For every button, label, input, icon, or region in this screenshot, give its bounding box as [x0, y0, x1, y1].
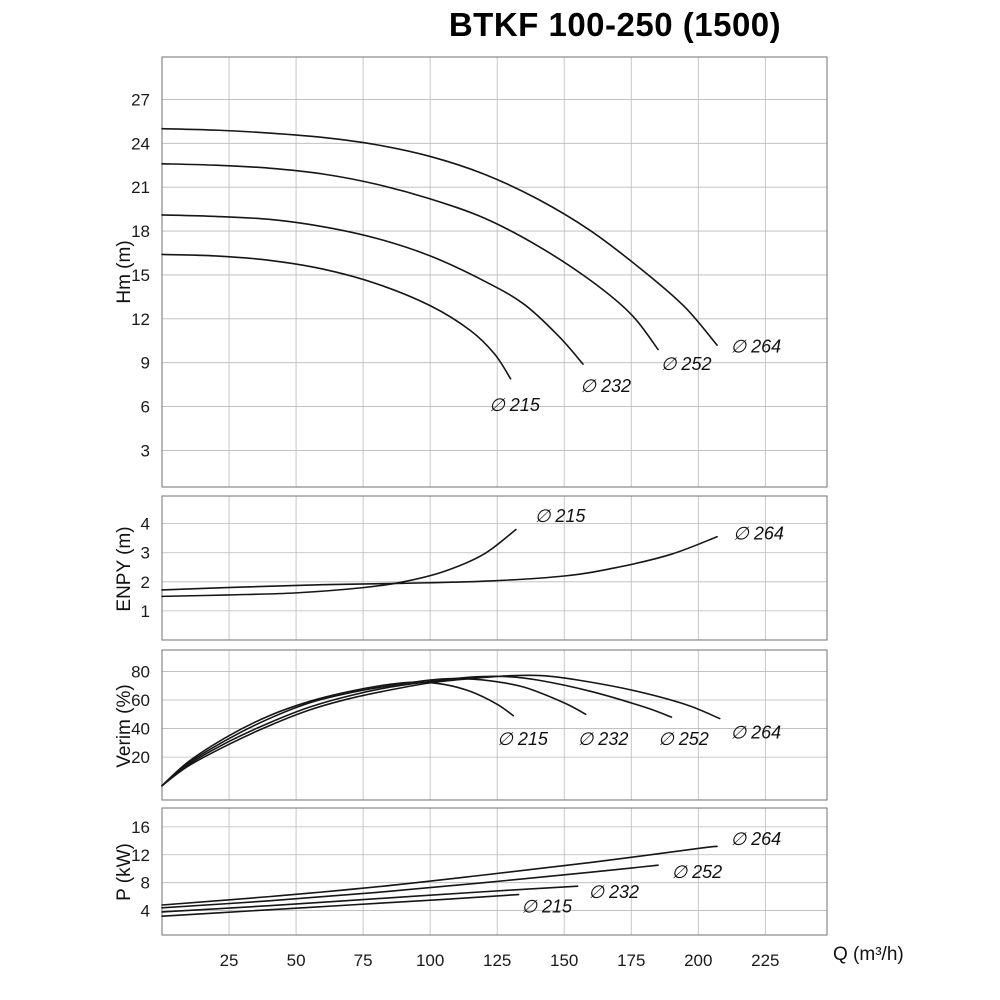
y-tick-label: 27: [131, 90, 150, 109]
curve-∅264: [161, 535, 718, 591]
y-tick-label: 15: [131, 266, 150, 285]
y-tick-label: 40: [131, 720, 150, 739]
series-label: ∅ 215: [535, 506, 587, 526]
y-tick-label: 1: [141, 602, 150, 621]
y-tick-label: 12: [131, 846, 150, 865]
series-label: ∅ 215: [497, 729, 549, 749]
curve-∅232: [161, 885, 579, 913]
y-tick-label: 21: [131, 178, 150, 197]
series-label: ∅ 252: [661, 354, 712, 374]
y-tick-label: 4: [141, 515, 150, 534]
x-tick-label: 75: [354, 951, 373, 970]
x-tick-label: 200: [684, 951, 712, 970]
y-tick-label: 20: [131, 748, 150, 767]
curve-∅252: [161, 864, 659, 909]
curve-∅215: [161, 528, 517, 598]
series-label: ∅ 232: [580, 376, 631, 396]
series-label: ∅ 252: [658, 729, 709, 749]
series-label: ∅ 215: [521, 896, 573, 916]
y-tick-label: 3: [141, 544, 150, 563]
y-tick-label: 24: [131, 134, 150, 153]
x-tick-label: 175: [617, 951, 645, 970]
y-tick-label: 4: [141, 902, 150, 921]
x-tick-label: 225: [751, 951, 779, 970]
series-label: ∅ 264: [730, 723, 781, 743]
series-label: ∅ 264: [730, 336, 781, 356]
y-tick-label: 2: [141, 573, 150, 592]
chart-0: 3 6 9 12 15 18 21 24 27 ∅ 264 ∅ 252 ∅ 232 ∅ 215: [131, 56, 828, 488]
x-tick-label: 150: [550, 951, 578, 970]
series-label: ∅ 232: [578, 729, 629, 749]
curve-∅264: [161, 674, 721, 787]
curve-∅264: [161, 127, 718, 346]
y-tick-label: 12: [131, 310, 150, 329]
y-tick-label: 6: [141, 398, 150, 417]
page-title: BTKF 100-250 (1500): [448, 6, 782, 43]
plot-frame: [161, 649, 828, 801]
curve-∅215: [161, 681, 515, 787]
chart-1: 1 2 3 4 ∅ 215 ∅ 264: [141, 495, 828, 641]
y-tick-label: 60: [131, 691, 150, 710]
curve-∅232: [161, 677, 587, 787]
x-tick-label: 25: [220, 951, 239, 970]
chart-2: 20 40 60 80 ∅ 215 ∅ 232 ∅ 252 ∅ 264: [131, 649, 828, 801]
y-tick-label: 8: [141, 874, 150, 893]
y-tick-label: 18: [131, 222, 150, 241]
plot-frame: [161, 56, 828, 488]
curve-∅264: [161, 845, 718, 906]
x-tick-label: 50: [287, 951, 306, 970]
chart-3: 4 8 12 16 ∅ 264 ∅ 252 ∅ 232 ∅ 215: [131, 807, 828, 936]
plot-frame: [161, 495, 828, 641]
y-tick-label: 16: [131, 818, 150, 837]
series-label: ∅ 264: [733, 524, 784, 544]
plot-frame: [161, 807, 828, 936]
series-label: ∅ 252: [671, 862, 722, 882]
series-label: ∅ 232: [588, 882, 639, 902]
y-tick-label: 3: [141, 441, 150, 460]
x-tick-label: 125: [483, 951, 511, 970]
x-tick-label: 100: [416, 951, 444, 970]
y-tick-label: 9: [141, 354, 150, 373]
curve-∅215: [161, 253, 512, 380]
x-axis-label: Q (m³/h): [833, 944, 904, 965]
series-label: ∅ 215: [489, 395, 541, 415]
curve-∅215: [161, 893, 520, 917]
y-tick-label: 80: [131, 662, 150, 681]
series-label: ∅ 264: [730, 829, 781, 849]
curve-∅252: [161, 162, 659, 351]
curve-∅252: [161, 675, 673, 787]
curve-∅232: [161, 214, 584, 365]
